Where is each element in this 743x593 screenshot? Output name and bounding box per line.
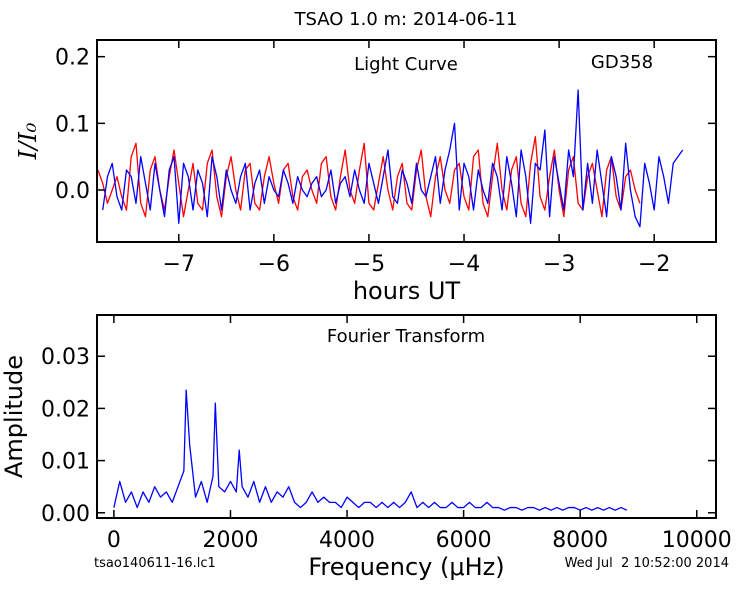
axes-frame: [96, 39, 717, 243]
x-axis-label: Frequency (μHz): [308, 553, 504, 581]
x-tick-label: −4: [448, 252, 480, 277]
annotation: GD358: [591, 52, 653, 73]
y-tick-label: 0.01: [41, 450, 90, 475]
x-tick-label: −3: [543, 252, 575, 277]
series-line: [102, 89, 684, 228]
timestamp: Wed Jul 2 10:52:00 2014: [565, 556, 729, 571]
y-tick-label: 0.03: [41, 345, 90, 370]
x-tick-label: −2: [638, 252, 670, 277]
y-tick-label: 0.1: [55, 112, 90, 137]
y-axis-label: Amplitude: [0, 355, 28, 478]
x-tick-label: 4000: [319, 528, 375, 553]
y-tick-label: 0.0: [55, 179, 90, 204]
annotation: Light Curve: [354, 54, 458, 75]
x-tick-label: −5: [353, 252, 385, 277]
file-name: tsao140611-16.lc1: [94, 556, 216, 571]
annotation: Fourier Transform: [327, 326, 485, 347]
axes-frame: [96, 314, 717, 519]
x-tick-label: −7: [163, 252, 195, 277]
figure-title: TSAO 1.0 m: 2014-06-11: [294, 9, 518, 30]
x-tick-label: 10000: [662, 528, 732, 553]
x-tick-label: −6: [258, 252, 290, 277]
x-tick-label: 6000: [436, 528, 492, 553]
x-axis-label: hours UT: [353, 277, 461, 305]
x-tick-label: 2000: [202, 528, 258, 553]
x-tick-label: 8000: [552, 528, 608, 553]
y-tick-label: 0.00: [41, 502, 90, 527]
y-axis-label: I/I₀: [14, 122, 42, 160]
y-tick-label: 0.2: [55, 46, 90, 71]
series-line: [97, 136, 641, 218]
series-line: [113, 389, 628, 511]
y-tick-label: 0.02: [41, 397, 90, 422]
x-tick-label: 0: [107, 528, 121, 553]
